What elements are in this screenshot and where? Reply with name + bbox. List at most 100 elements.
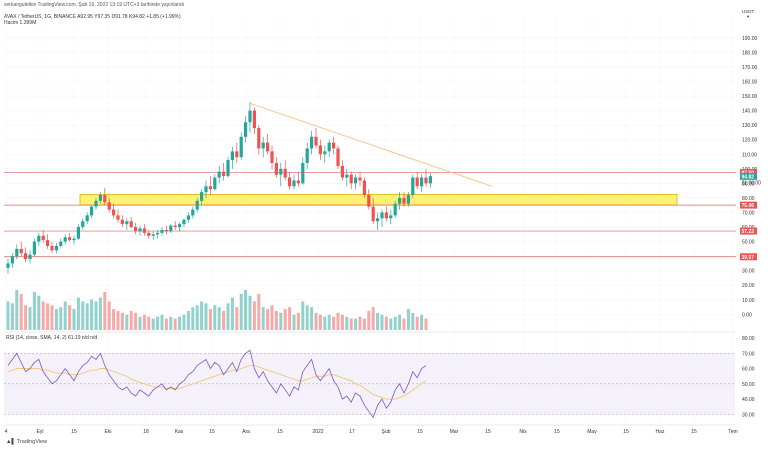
volume-bar [354, 318, 358, 330]
volume-bar [415, 316, 419, 330]
candle-body [32, 241, 36, 255]
volume-bar [125, 314, 129, 330]
rsi-legend: RSI (14, close, SMA, 14, 2) 61.19 n/d n/… [6, 335, 97, 341]
volume-bar [195, 305, 199, 330]
price-tick-label: 140.00 [742, 109, 758, 115]
volume-bar [420, 314, 424, 330]
volume-bar [76, 297, 80, 330]
volume-bar [63, 301, 67, 330]
volume-bar [257, 293, 261, 330]
time-tick-label: 15 [623, 429, 629, 435]
candle-body [270, 151, 274, 163]
price-tag [740, 201, 757, 209]
time-tick-label: Nis [519, 429, 527, 435]
volume-bar [138, 316, 142, 330]
price-tag [740, 227, 757, 235]
candle-body [266, 142, 270, 152]
candle-body [230, 151, 234, 161]
volume-bar [164, 318, 168, 330]
candle-body [173, 225, 177, 228]
candle-body [411, 177, 415, 196]
candle-body [94, 200, 98, 207]
time-axis[interactable]: 4 Eyl 15 Eki 18 Kas 15 Ara 15 2022 17 Şub 15 Mar 15 Nis… [4, 424, 738, 435]
price-tick-label: 190.00 [742, 36, 758, 42]
candle-body [98, 195, 102, 201]
time-tick-label: 15 [485, 429, 491, 435]
candlesticks [6, 101, 432, 274]
price-tick-label: 30.00 [742, 269, 755, 275]
volume-bar [266, 309, 270, 330]
volume-bar [389, 318, 393, 330]
countdown-label: 21:00:00 [742, 180, 762, 186]
price-tag-label: 57.22 [742, 229, 755, 235]
candle-body [54, 245, 58, 251]
volume-bar [252, 301, 256, 330]
candle-body [24, 253, 28, 260]
candle-body [195, 200, 199, 210]
candle-body [85, 215, 89, 222]
candle-body [274, 162, 278, 175]
volume-bar [230, 297, 234, 330]
candle-body [134, 227, 138, 232]
trendline[interactable] [249, 102, 493, 187]
support-zone-rect [79, 193, 678, 206]
time-tick-label: 4 [5, 429, 8, 435]
candle-body [358, 177, 362, 181]
rsi-tick-label: 30.00 [742, 412, 755, 418]
volume-bar [345, 316, 349, 330]
candle-body [261, 142, 265, 149]
time-tick-label: Ara [242, 429, 250, 435]
volume-bar [103, 291, 107, 330]
candle-body [226, 160, 230, 177]
volume-bar [169, 316, 173, 330]
time-tick-label: 15 [554, 429, 560, 435]
candle-body [156, 232, 160, 235]
volume-bar [134, 312, 138, 330]
candle-body [349, 174, 353, 184]
volume-bar [112, 309, 116, 330]
volume-bar [283, 309, 287, 330]
symbol-info[interactable]: AVAX / TetherUS, 1G, BINANCE A92.95 Y97.… [4, 14, 181, 20]
candle-body [332, 142, 336, 149]
candle-body [336, 148, 340, 166]
price-tag [740, 172, 757, 180]
price-tick-label: 120.00 [742, 138, 758, 144]
price-tick-label: 130.00 [742, 123, 758, 129]
volume-bar [340, 314, 344, 330]
volume-bar [213, 305, 217, 330]
volume-bar [116, 310, 120, 330]
candle-body [252, 110, 256, 129]
candle-body [37, 235, 41, 242]
candle-body [208, 186, 212, 190]
candle-body [296, 180, 300, 184]
candle-body [222, 171, 226, 177]
volume-bar [32, 291, 36, 330]
rsi-pane[interactable]: RSI (14, close, SMA, 14, 2) 61.19 n/d n/… [4, 331, 755, 418]
volume-bar [384, 316, 388, 330]
volume-bar [107, 301, 111, 330]
volume-bar [160, 314, 164, 330]
candle-body [191, 209, 195, 216]
volume-bar [186, 310, 190, 330]
volume-bar [28, 307, 32, 330]
volume-bar [59, 307, 63, 330]
price-tick-label: 170.00 [742, 65, 758, 71]
volume-bar [54, 309, 58, 330]
candle-body [204, 186, 208, 193]
candle-body [186, 215, 190, 220]
time-tick-label: May [587, 429, 597, 435]
volume-bar [81, 301, 85, 330]
currency-selector[interactable]: USDT ▾ [742, 9, 754, 19]
volume-bar [151, 318, 155, 330]
tradingview-logo[interactable]: ▲▌ TradingView [6, 439, 47, 445]
price-tick-label: 90.00 [742, 181, 755, 187]
volume-bar [349, 318, 353, 330]
volume-bar [239, 293, 243, 330]
volume-bar [173, 318, 177, 330]
time-tick-label: Şub [382, 429, 391, 435]
candle-body [420, 177, 424, 187]
candle-body [305, 148, 309, 163]
volume-bar [156, 316, 160, 330]
